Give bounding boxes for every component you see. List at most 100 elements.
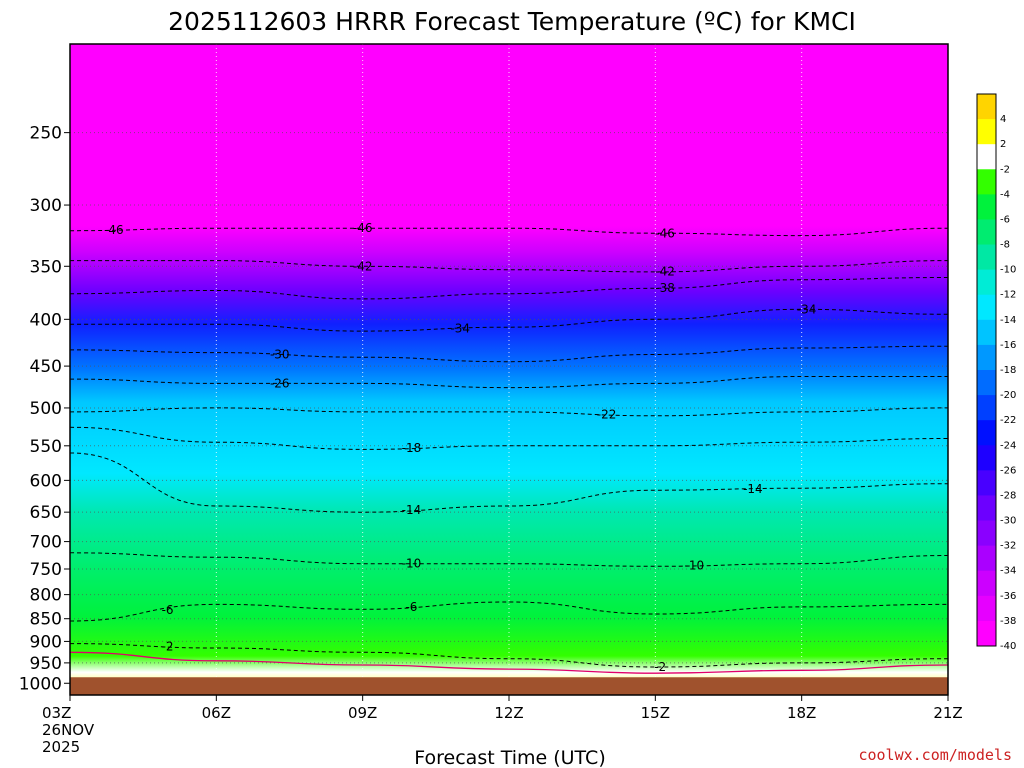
colorbar-swatch xyxy=(977,219,996,246)
colorbar-label: -6 xyxy=(1000,214,1010,225)
gridlines xyxy=(70,44,948,695)
y-tick-label: 450 xyxy=(30,357,62,377)
y-tick-label: 800 xyxy=(30,586,62,606)
isotherm-label: -22 xyxy=(597,408,617,422)
pressure-axis: 2503003504004505005506006507007508008509… xyxy=(19,124,70,694)
isotherm-line xyxy=(70,601,948,622)
ground-fill xyxy=(70,677,948,695)
colorbar-swatch xyxy=(977,495,996,522)
colorbar-label: -14 xyxy=(1000,315,1016,326)
isotherm-label: -6 xyxy=(162,603,174,617)
isotherm-label: -46 xyxy=(104,223,124,237)
isotherm-line xyxy=(70,426,948,450)
colorbar-swatch xyxy=(977,395,996,421)
colorbar-swatch xyxy=(977,119,996,145)
colorbar: 4 2 -2 -4 -6 -8 -10 -12 -14 -16 -18 -20 -22 -24 -26 -28… xyxy=(976,93,1016,652)
colorbar-label: 4 xyxy=(1000,114,1006,125)
y-tick-label: 350 xyxy=(30,257,62,277)
y-tick-label: 650 xyxy=(30,503,62,523)
colorbar-label: -2 xyxy=(1000,164,1010,175)
colorbar-swatch xyxy=(977,595,996,622)
colorbar-label: 2 xyxy=(1000,139,1006,150)
colorbar-swatch xyxy=(977,445,996,471)
colorbar-swatch xyxy=(977,420,996,446)
x-tick-label: 15Z xyxy=(641,704,670,722)
isotherm-label: -10 xyxy=(402,557,422,571)
y-tick-label: 900 xyxy=(30,632,62,652)
isotherm-label: -30 xyxy=(270,348,290,362)
colorbar-swatch xyxy=(977,370,996,396)
y-tick-label: 750 xyxy=(30,560,62,580)
isotherm-label: -34 xyxy=(450,321,470,335)
colorbar-label: -34 xyxy=(1000,566,1016,577)
colorbar-swatch xyxy=(977,545,996,572)
isotherm-line xyxy=(70,452,948,513)
isotherm-label: -14 xyxy=(402,503,422,517)
y-tick-label: 400 xyxy=(30,310,62,330)
colorbar-swatch xyxy=(977,169,996,195)
colorbar-label: -20 xyxy=(1000,390,1016,401)
colorbar-swatch xyxy=(977,570,996,597)
colorbar-label: -40 xyxy=(1000,641,1016,652)
colorbar-swatch xyxy=(977,194,996,220)
x-axis-label: Forecast Time (UTC) xyxy=(414,747,605,768)
y-tick-label: 500 xyxy=(30,399,62,419)
y-tick-label: 250 xyxy=(30,124,62,144)
y-tick-label: 950 xyxy=(30,654,62,674)
colorbar-label: -8 xyxy=(1000,240,1010,251)
x-tick-label: 12Z xyxy=(494,704,523,722)
colorbar-label: -22 xyxy=(1000,415,1016,426)
x-tick-label: 21Z xyxy=(933,704,962,722)
colorbar-label: -12 xyxy=(1000,290,1016,301)
y-tick-label: 1000 xyxy=(19,674,62,694)
y-tick-label: 550 xyxy=(30,437,62,457)
colorbar-swatch xyxy=(977,294,996,321)
colorbar-label: -38 xyxy=(1000,616,1016,627)
colorbar-swatch xyxy=(977,269,996,296)
colorbar-label: -4 xyxy=(1000,189,1010,200)
isotherm-label: -46 xyxy=(353,221,373,235)
colorbar-label: -28 xyxy=(1000,490,1016,501)
isotherm-label: -14 xyxy=(743,482,763,496)
colorbar-label: -26 xyxy=(1000,465,1016,476)
isotherm-label: -42 xyxy=(655,265,675,279)
isotherm-label: -2 xyxy=(654,660,666,674)
temperature-field xyxy=(70,44,948,695)
isotherm-label: -6 xyxy=(405,600,417,614)
colorbar-swatch xyxy=(977,144,996,170)
colorbar-swatch xyxy=(977,620,996,647)
isotherm-label: -38 xyxy=(655,281,675,295)
isotherm-label: -46 xyxy=(655,226,675,240)
colorbar-swatch xyxy=(977,470,996,496)
colorbar-label: -30 xyxy=(1000,516,1016,527)
colorbar-label: -16 xyxy=(1000,340,1016,351)
colorbar-swatch xyxy=(977,520,996,547)
x-start-date-label: 2025 xyxy=(42,738,80,756)
y-tick-label: 850 xyxy=(30,610,62,630)
colorbar-swatch xyxy=(977,344,996,371)
colorbar-label: -36 xyxy=(1000,591,1016,602)
plot-area: -46 -46 -46 -42 -42 -38 -34 -34 -30 -26 -22 -18 -14 -… xyxy=(70,44,948,695)
colorbar-swatch xyxy=(977,94,996,120)
isotherm-label: -18 xyxy=(402,441,422,455)
x-tick-label: 09Z xyxy=(348,704,377,722)
below-ground xyxy=(70,677,948,695)
isotherm-label: -10 xyxy=(685,559,705,573)
colorbar-frame xyxy=(976,93,997,647)
isotherm-label: -34 xyxy=(797,302,817,316)
isotherm-line xyxy=(70,227,948,237)
colorbar-label: -32 xyxy=(1000,541,1016,552)
isotherm-lines: -46 -46 -46 -42 -42 -38 -34 -34 -30 -26 -22 -18 -14 -… xyxy=(70,221,948,674)
freezing-line xyxy=(70,651,948,674)
y-tick-label: 300 xyxy=(30,196,62,216)
colorbar-swatch xyxy=(977,319,996,346)
isotherm-label: -26 xyxy=(270,376,290,390)
colorbar-swatch xyxy=(977,244,996,271)
isotherm-label: -2 xyxy=(162,640,174,654)
colorbar-label: -10 xyxy=(1000,265,1016,276)
x-tick-label: 03Z xyxy=(42,704,71,722)
y-tick-label: 700 xyxy=(30,533,62,553)
colorbar-label: -18 xyxy=(1000,365,1016,376)
